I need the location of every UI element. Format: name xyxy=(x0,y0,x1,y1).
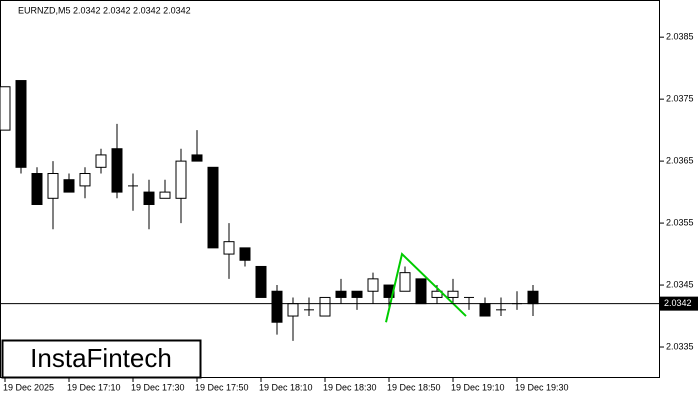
candle-body xyxy=(207,166,219,249)
logo-text: InstaFintech xyxy=(30,343,172,373)
candle-body xyxy=(111,148,123,193)
candle-body xyxy=(319,296,331,317)
chart-title: EURNZD,M5 2.0342 2.0342 2.0342 2.0342 xyxy=(18,5,191,15)
last-price-label: 2.0342 xyxy=(664,298,692,308)
candle-body xyxy=(527,290,539,305)
candle-body xyxy=(351,290,363,298)
y-tick-label: 2.0385 xyxy=(666,32,694,42)
candles xyxy=(0,80,539,341)
candle-body xyxy=(159,191,171,199)
x-tick-label: 19 Dec 17:10 xyxy=(67,382,121,392)
candle-body xyxy=(175,160,187,199)
candle-body xyxy=(31,173,43,205)
x-tick-label: 19 Dec 18:30 xyxy=(323,382,377,392)
candle-body xyxy=(63,179,75,193)
x-tick-label: 19 Dec 19:30 xyxy=(515,382,569,392)
y-tick-label: 2.0345 xyxy=(666,279,694,289)
candle-body xyxy=(239,247,251,261)
candle-body xyxy=(431,290,443,298)
x-tick-label: 19 Dec 2025 xyxy=(3,382,54,392)
x-tick-label: 19 Dec 18:10 xyxy=(259,382,313,392)
candle-body xyxy=(15,80,27,168)
x-tick-label: 19 Dec 17:50 xyxy=(195,382,249,392)
candle-body xyxy=(367,278,379,292)
candle-body xyxy=(191,154,203,162)
last-price-box xyxy=(660,296,698,311)
candle-body xyxy=(287,303,299,317)
candle-body xyxy=(447,290,459,298)
pattern-line xyxy=(385,252,467,323)
x-tick-label: 19 Dec 19:10 xyxy=(451,382,505,392)
candle-body xyxy=(47,173,59,199)
y-tick-label: 2.0355 xyxy=(666,217,694,227)
y-tick-label: 2.0335 xyxy=(666,341,694,351)
candle-body xyxy=(255,265,267,298)
candle-body xyxy=(143,191,155,205)
y-tick-label: 2.0375 xyxy=(666,94,694,104)
candle-body xyxy=(95,154,107,168)
plot-frame xyxy=(0,0,660,378)
candle-body xyxy=(479,303,491,317)
candle-body xyxy=(79,173,91,187)
candle-body xyxy=(0,86,11,131)
y-tick-label: 2.0365 xyxy=(666,155,694,165)
logo-box xyxy=(1,339,202,379)
x-tick-label: 19 Dec 17:30 xyxy=(131,382,185,392)
candle-body xyxy=(335,290,347,298)
x-tick-label: 19 Dec 18:50 xyxy=(387,382,441,392)
candle-body xyxy=(415,278,427,305)
candle-body xyxy=(223,241,235,255)
candle-body xyxy=(271,290,283,323)
candle-body xyxy=(399,272,411,292)
